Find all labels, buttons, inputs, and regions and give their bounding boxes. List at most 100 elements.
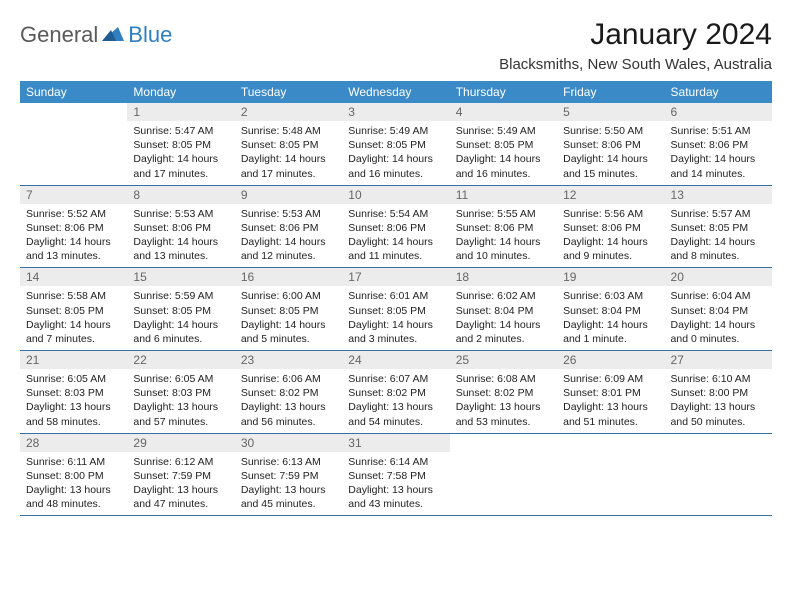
calendar-cell <box>557 433 664 516</box>
day-data: Sunrise: 5:52 AMSunset: 8:06 PMDaylight:… <box>20 204 127 268</box>
day-number: 6 <box>665 103 772 121</box>
calendar-cell: 1Sunrise: 5:47 AMSunset: 8:05 PMDaylight… <box>127 103 234 185</box>
day-data: Sunrise: 5:48 AM Sunset: 8:05 PM Daylight:… <box>235 121 342 185</box>
sunrise-line: Sunrise: 5:59 AM <box>133 290 213 302</box>
daylight-line: Daylight: 14 hours and 16 minutes. <box>456 153 541 179</box>
daylight-line: Daylight: 14 hours and 17 minutes. <box>133 153 218 179</box>
day-number: 17 <box>342 268 449 286</box>
page-subtitle: Blacksmiths, New South Wales, Australia <box>499 56 772 73</box>
day-data: Sunrise: 5:54 AMSunset: 8:06 PMDaylight:… <box>342 204 449 268</box>
daylight-line: Daylight: 14 hours and 15 minutes. <box>563 153 648 179</box>
day-data: Sunrise: 6:10 AMSunset: 8:00 PMDaylight:… <box>665 369 772 433</box>
daylight-line: Daylight: 14 hours and 10 minutes. <box>456 236 541 262</box>
daylight-line: Daylight: 13 hours and 48 minutes. <box>26 484 111 510</box>
logo-triangle-icon <box>102 25 124 46</box>
sunset-line: Sunset: 8:05 PM <box>26 305 104 317</box>
calendar-cell: 17Sunrise: 6:01 AMSunset: 8:05 PMDayligh… <box>342 268 449 351</box>
sunset-line: Sunset: 8:05 PM <box>348 305 426 317</box>
logo-part2: Blue <box>128 22 172 48</box>
sunrise-line: Sunrise: 5:58 AM <box>26 290 106 302</box>
calendar-cell: 9Sunrise: 5:53 AMSunset: 8:06 PMDaylight… <box>235 185 342 268</box>
day-data: Sunrise: 6:12 AMSunset: 7:59 PMDaylight:… <box>127 452 234 516</box>
sunrise-line: Sunrise: 5:53 AM <box>241 208 321 220</box>
daylight-line: Daylight: 13 hours and 58 minutes. <box>26 401 111 427</box>
day-data: Sunrise: 6:11 AM Sunset: 8:00 PM Daylight:… <box>20 452 127 516</box>
sunrise-line: Sunrise: 5:49 AM <box>456 125 536 137</box>
day-number: 4 <box>450 103 557 121</box>
sunrise-line: Sunrise: 5:51 AM <box>671 125 751 137</box>
calendar-cell: 22Sunrise: 6:05 AMSunset: 8:03 PMDayligh… <box>127 351 234 434</box>
sunrise-line: Sunrise: 5:57 AM <box>671 208 751 220</box>
daylight-line: Daylight: 13 hours and 54 minutes. <box>348 401 433 427</box>
calendar-cell: 30Sunrise: 6:13 AMSunset: 7:59 PMDayligh… <box>235 433 342 516</box>
sunset-line: Sunset: 8:05 PM <box>241 139 319 151</box>
day-number: 31 <box>342 434 449 452</box>
day-data: Sunrise: 5:59 AMSunset: 8:05 PMDaylight:… <box>127 286 234 350</box>
calendar-cell: 25Sunrise: 6:08 AMSunset: 8:02 PMDayligh… <box>450 351 557 434</box>
day-number: 7 <box>20 186 127 204</box>
sunrise-line: Sunrise: 5:48 AM <box>241 125 321 137</box>
sunrise-line: Sunrise: 6:05 AM <box>26 373 106 385</box>
weekday-header: Friday <box>557 81 664 103</box>
calendar-cell: 20Sunrise: 6:04 AMSunset: 8:04 PMDayligh… <box>665 268 772 351</box>
day-data: Sunrise: 5:57 AMSunset: 8:05 PMDaylight:… <box>665 204 772 268</box>
day-data: Sunrise: 6:01 AMSunset: 8:05 PMDaylight:… <box>342 286 449 350</box>
day-data: Sunrise: 5:56 AMSunset: 8:06 PMDaylight:… <box>557 204 664 268</box>
weekday-header: Monday <box>127 81 234 103</box>
daylight-line: Daylight: 14 hours and 7 minutes. <box>26 319 111 345</box>
weekday-header: Sunday <box>20 81 127 103</box>
day-number: 18 <box>450 268 557 286</box>
day-number: 27 <box>665 351 772 369</box>
daylight-line: Daylight: 14 hours and 5 minutes. <box>241 319 326 345</box>
sunset-line: Sunset: 7:59 PM <box>133 470 211 482</box>
day-number: 30 <box>235 434 342 452</box>
sunrise-line: Sunrise: 5:50 AM <box>563 125 643 137</box>
calendar-cell: 19Sunrise: 6:03 AMSunset: 8:04 PMDayligh… <box>557 268 664 351</box>
day-number: 26 <box>557 351 664 369</box>
day-data: Sunrise: 5:49 AMSunset: 8:05 PMDaylight:… <box>342 121 449 185</box>
calendar-cell: 7Sunrise: 5:52 AMSunset: 8:06 PMDaylight… <box>20 185 127 268</box>
sunset-line: Sunset: 8:04 PM <box>671 305 749 317</box>
sunset-line: Sunset: 8:00 PM <box>26 470 104 482</box>
sunrise-line: Sunrise: 5:55 AM <box>456 208 536 220</box>
day-number: 9 <box>235 186 342 204</box>
daylight-line: Daylight: 13 hours and 47 minutes. <box>133 484 218 510</box>
day-number: 16 <box>235 268 342 286</box>
day-number: 20 <box>665 268 772 286</box>
day-number: 22 <box>127 351 234 369</box>
sunrise-line: Sunrise: 6:08 AM <box>456 373 536 385</box>
sunset-line: Sunset: 7:59 PM <box>241 470 319 482</box>
day-data: Sunrise: 6:02 AMSunset: 8:04 PMDaylight:… <box>450 286 557 350</box>
day-number: 10 <box>342 186 449 204</box>
calendar-cell: 3Sunrise: 5:49 AMSunset: 8:05 PMDaylight… <box>342 103 449 185</box>
sunset-line: Sunset: 8:06 PM <box>671 139 749 151</box>
sunset-line: Sunset: 8:02 PM <box>348 387 426 399</box>
logo-part1: General <box>20 22 98 48</box>
calendar-cell: 26Sunrise: 6:09 AMSunset: 8:01 PMDayligh… <box>557 351 664 434</box>
sunset-line: Sunset: 8:06 PM <box>348 222 426 234</box>
daylight-line: Daylight: 14 hours and 17 minutes. <box>241 153 326 179</box>
day-number: 5 <box>557 103 664 121</box>
sunrise-line: Sunrise: 6:03 AM <box>563 290 643 302</box>
day-number: 21 <box>20 351 127 369</box>
calendar-cell: 4Sunrise: 5:49 AMSunset: 8:05 PMDaylight… <box>450 103 557 185</box>
daylight-line: Daylight: 13 hours and 50 minutes. <box>671 401 756 427</box>
sunrise-line: Sunrise: 6:10 AM <box>671 373 751 385</box>
day-data: Sunrise: 5:58 AM Sunset: 8:05 PM Daylight:… <box>20 286 127 350</box>
weekday-header: Thursday <box>450 81 557 103</box>
daylight-line: Daylight: 14 hours and 2 minutes. <box>456 319 541 345</box>
calendar-cell: 28Sunrise: 6:11 AMSunset: 8:00 PMDayligh… <box>20 433 127 516</box>
day-data: Sunrise: 6:09 AMSunset: 8:01 PMDaylight:… <box>557 369 664 433</box>
calendar-cell: 31Sunrise: 6:14 AMSunset: 7:58 PMDayligh… <box>342 433 449 516</box>
sunrise-line: Sunrise: 5:49 AM <box>348 125 428 137</box>
day-number: 11 <box>450 186 557 204</box>
day-data: Sunrise: 5:47 AMSunset: 8:05 PMDaylight:… <box>127 121 234 185</box>
weekday-header: Wednesday <box>342 81 449 103</box>
sunset-line: Sunset: 7:58 PM <box>348 470 426 482</box>
day-data: Sunrise: 6:05 AMSunset: 8:03 PMDaylight:… <box>127 369 234 433</box>
calendar-cell: 10Sunrise: 5:54 AMSunset: 8:06 PMDayligh… <box>342 185 449 268</box>
sunrise-line: Sunrise: 6:11 AM <box>26 456 105 468</box>
daylight-line: Daylight: 14 hours and 13 minutes. <box>26 236 111 262</box>
daylight-line: Daylight: 13 hours and 51 minutes. <box>563 401 648 427</box>
calendar-cell: 8Sunrise: 5:53 AMSunset: 8:06 PMDaylight… <box>127 185 234 268</box>
